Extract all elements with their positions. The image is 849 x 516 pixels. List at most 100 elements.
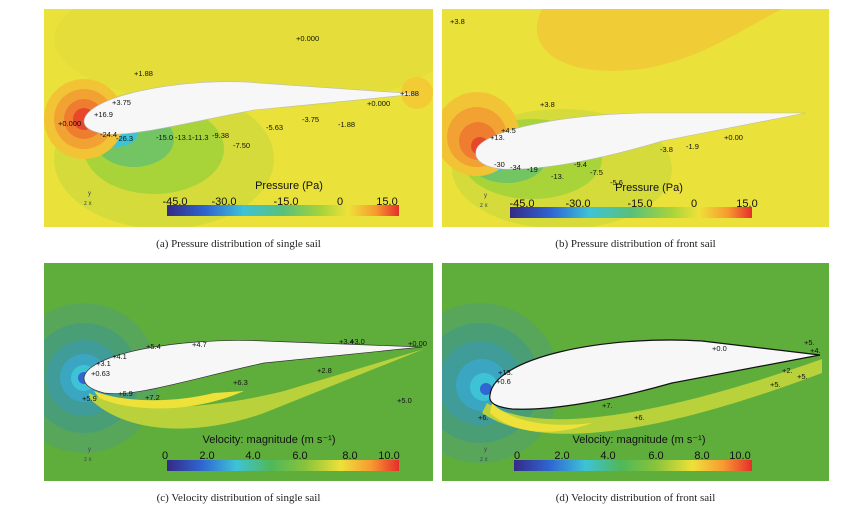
contour-label: +0.000 bbox=[367, 99, 390, 108]
contour-label: +0.000 bbox=[58, 119, 81, 128]
colorbar-tick: 15.0 bbox=[736, 198, 757, 210]
contour-label: -3.75 bbox=[302, 115, 319, 124]
colorbar-title: Velocity: magnitude (m s⁻¹) bbox=[203, 434, 336, 446]
colorbar-tick: -30.0 bbox=[211, 196, 236, 208]
svg-text:z x: z x bbox=[84, 201, 92, 207]
svg-text:z x: z x bbox=[480, 457, 488, 463]
contour-label: +0.6 bbox=[496, 377, 511, 386]
contour-label: -30 bbox=[494, 160, 505, 169]
contour-label: +13. bbox=[498, 368, 513, 377]
colorbar: Velocity: magnitude (m s⁻¹) 0 2.0 4.0 6.… bbox=[162, 434, 400, 471]
contour-label: -13.1 bbox=[175, 133, 192, 142]
colorbar-gradient bbox=[167, 460, 399, 471]
contour-label: +4.5 bbox=[501, 126, 516, 135]
colorbar-gradient bbox=[167, 205, 399, 216]
panel-c-contour: +4.7 +3.4 +3.0 +5.4 +4.1 +3.1 +0.63 +5.9… bbox=[44, 263, 433, 481]
panel-a-contour: +0.000 +1.88 +1.88 +0.000 -3.75 -1.88 -5… bbox=[44, 9, 433, 227]
colorbar-tick: -15.0 bbox=[273, 196, 298, 208]
contour-label: +2. bbox=[782, 366, 793, 375]
contour-labels: +0.000 +1.88 +1.88 +0.000 -3.75 -1.88 -5… bbox=[58, 34, 419, 150]
colorbar-tick: 2.0 bbox=[199, 450, 214, 462]
contour-label: +3.8 bbox=[450, 17, 465, 26]
colorbar-tick: 6.0 bbox=[292, 450, 307, 462]
colorbar-gradient bbox=[510, 207, 752, 218]
colorbar-tick: -15.0 bbox=[627, 198, 652, 210]
svg-text:z x: z x bbox=[480, 203, 488, 209]
colorbar-tick: 15.0 bbox=[376, 196, 397, 208]
panel-c-velocity-single: +4.7 +3.4 +3.0 +5.4 +4.1 +3.1 +0.63 +5.9… bbox=[44, 263, 433, 481]
airfoil-shape bbox=[83, 340, 423, 395]
contour-labels: +3.8 +3.8 +0.00 -1.9 -3.8 -5.6 -7.5 -9.4… bbox=[450, 17, 743, 187]
pressure-contour-band bbox=[442, 9, 782, 71]
contour-label: -1.88 bbox=[338, 120, 355, 129]
contour-label: +0.00 bbox=[724, 133, 743, 142]
panel-d-velocity-front: +0.0 +5. +4. +2. +5. +5. +7. +6. +6. +13… bbox=[442, 263, 829, 481]
contour-label: +2.8 bbox=[317, 366, 332, 375]
colorbar-tick: 4.0 bbox=[245, 450, 260, 462]
contour-label: +5. bbox=[804, 338, 815, 347]
contour-label: -7.50 bbox=[233, 141, 250, 150]
svg-text:y: y bbox=[88, 191, 91, 197]
colorbar-tick: 2.0 bbox=[554, 450, 569, 462]
panel-b-pressure-front: +3.8 +3.8 +0.00 -1.9 -3.8 -5.6 -7.5 -9.4… bbox=[442, 9, 829, 227]
contour-label: -26.3 bbox=[116, 134, 133, 143]
colorbar: Pressure (Pa) -45.0 -30.0 -15.0 0 15.0 bbox=[162, 180, 399, 216]
colorbar-gradient bbox=[514, 460, 752, 471]
contour-label: +3.1 bbox=[96, 359, 111, 368]
contour-label: +5.0 bbox=[397, 396, 412, 405]
pressure-contour-band bbox=[401, 77, 433, 109]
pressure-contour-band bbox=[54, 9, 433, 109]
contour-label: -7.5 bbox=[590, 168, 603, 177]
colorbar: Velocity: magnitude (m s⁻¹) 0 2.0 4.0 6.… bbox=[514, 434, 752, 471]
contour-label: -5.63 bbox=[266, 123, 283, 132]
airfoil-shape bbox=[83, 81, 419, 135]
svg-text:z x: z x bbox=[84, 457, 92, 463]
contour-label: +0.000 bbox=[296, 34, 319, 43]
colorbar-title: Pressure (Pa) bbox=[615, 182, 683, 194]
colorbar-tick: 10.0 bbox=[378, 450, 399, 462]
colorbar-tick: 10.0 bbox=[729, 450, 750, 462]
contour-labels: +4.7 +3.4 +3.0 +5.4 +4.1 +3.1 +0.63 +5.9… bbox=[82, 337, 427, 405]
contour-labels: +0.0 +5. +4. +2. +5. +5. +7. +6. +6. +13… bbox=[478, 338, 821, 422]
caption-d: (d) Velocity distribution of front sail bbox=[555, 492, 716, 504]
colorbar-tick: 0 bbox=[691, 198, 697, 210]
colorbar-tick: -45.0 bbox=[509, 198, 534, 210]
contour-label: +5. bbox=[770, 380, 781, 389]
contour-label: +3.8 bbox=[540, 100, 555, 109]
contour-label: +6. bbox=[634, 413, 645, 422]
contour-label: -9.38 bbox=[212, 131, 229, 140]
airfoil-shape bbox=[489, 339, 821, 410]
contour-label: +0.00 bbox=[408, 339, 427, 348]
caption-c: (c) Velocity distribution of single sail bbox=[156, 492, 321, 504]
contour-label: +4. bbox=[810, 346, 821, 355]
panel-b-contour: +3.8 +3.8 +0.00 -1.9 -3.8 -5.6 -7.5 -9.4… bbox=[442, 9, 829, 227]
colorbar-tick: 0 bbox=[514, 450, 520, 462]
contour-label: +6.9 bbox=[118, 389, 133, 398]
colorbar-tick: 8.0 bbox=[694, 450, 709, 462]
contour-label: +3.0 bbox=[350, 337, 365, 346]
contour-label: -5.6 bbox=[610, 178, 623, 187]
colorbar: Pressure (Pa) -45.0 -30.0 -15.0 0 15.0 bbox=[509, 182, 758, 218]
contour-label: +1.88 bbox=[134, 69, 153, 78]
caption-a: (a) Pressure distribution of single sail bbox=[156, 238, 321, 250]
colorbar-tick: 0 bbox=[162, 450, 168, 462]
axis-triad-icon: y z x bbox=[84, 191, 92, 207]
contour-label: -3.8 bbox=[660, 145, 673, 154]
contour-label: +5.4 bbox=[146, 342, 161, 351]
axis-triad-icon: y z x bbox=[480, 447, 488, 463]
contour-label: -11.3 bbox=[192, 133, 209, 142]
contour-label: +1.88 bbox=[400, 89, 419, 98]
velocity-contour-band bbox=[89, 349, 424, 429]
contour-label: -19 bbox=[527, 165, 538, 174]
svg-text:y: y bbox=[88, 447, 91, 453]
contour-label: +6. bbox=[478, 413, 489, 422]
colorbar-tick: 4.0 bbox=[600, 450, 615, 462]
colorbar-tick: 6.0 bbox=[648, 450, 663, 462]
airfoil-shape bbox=[475, 112, 807, 170]
colorbar-title: Velocity: magnitude (m s⁻¹) bbox=[573, 434, 706, 446]
caption-b: (b) Pressure distribution of front sail bbox=[555, 238, 716, 250]
contour-label: +0.63 bbox=[91, 369, 110, 378]
svg-text:y: y bbox=[484, 193, 487, 199]
contour-label: +5.9 bbox=[82, 394, 97, 403]
velocity-contour-band bbox=[480, 383, 492, 395]
